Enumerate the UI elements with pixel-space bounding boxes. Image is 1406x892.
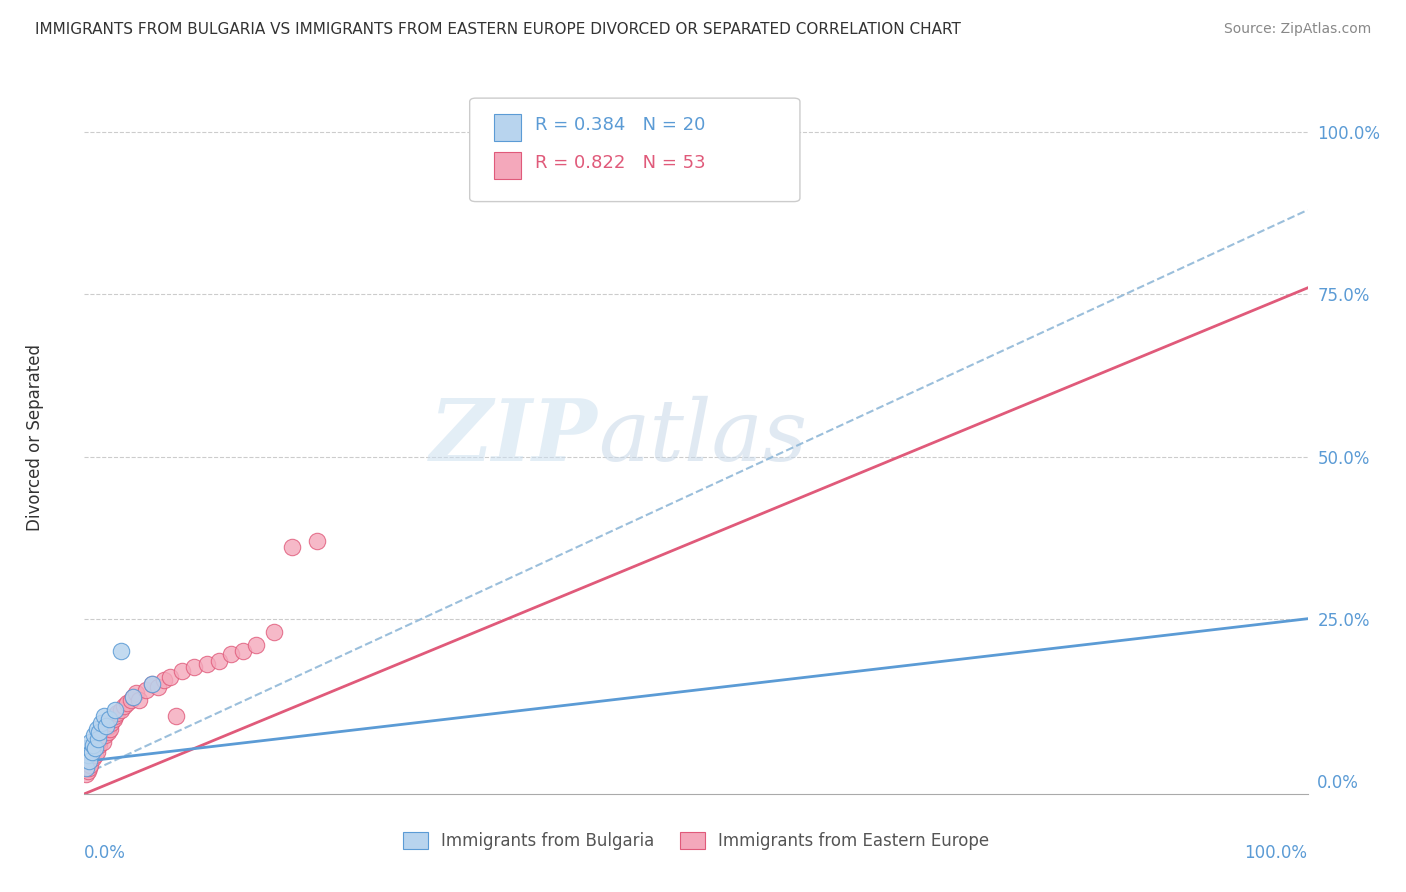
- Point: [89, 731, 111, 746]
- Point: [122, 690, 145, 704]
- Point: [86, 738, 108, 752]
- Point: [77, 755, 100, 769]
- Point: [305, 533, 328, 548]
- Point: [82, 751, 104, 765]
- Point: [84, 741, 107, 756]
- Point: [77, 747, 100, 762]
- Point: [86, 745, 108, 759]
- Point: [83, 729, 105, 743]
- Point: [91, 735, 114, 749]
- Point: [90, 715, 112, 730]
- Point: [90, 729, 112, 743]
- Point: [165, 709, 187, 723]
- Point: [105, 706, 128, 720]
- Point: [141, 676, 163, 690]
- Point: [110, 702, 132, 716]
- Point: [96, 719, 118, 733]
- Point: [87, 725, 110, 739]
- Point: [104, 702, 127, 716]
- Point: [94, 729, 117, 743]
- Point: [112, 699, 135, 714]
- Point: [153, 673, 176, 688]
- Point: [281, 541, 304, 555]
- Point: [87, 738, 110, 752]
- Point: [159, 670, 181, 684]
- Point: [208, 654, 231, 668]
- Text: Divorced or Separated: Divorced or Separated: [27, 343, 45, 531]
- FancyBboxPatch shape: [494, 114, 522, 141]
- Point: [232, 644, 254, 658]
- Point: [122, 690, 145, 704]
- Point: [75, 761, 97, 775]
- Point: [84, 747, 107, 762]
- Point: [77, 757, 100, 772]
- Point: [172, 664, 194, 678]
- Point: [97, 719, 120, 733]
- Point: [97, 712, 120, 726]
- Point: [82, 738, 104, 752]
- Point: [93, 725, 115, 739]
- FancyBboxPatch shape: [494, 152, 522, 178]
- Point: [80, 747, 103, 762]
- Point: [135, 683, 157, 698]
- Point: [76, 761, 98, 775]
- Text: 100.0%: 100.0%: [1244, 844, 1308, 862]
- Point: [115, 696, 138, 710]
- Point: [263, 624, 285, 639]
- Text: 0.0%: 0.0%: [84, 844, 127, 862]
- Point: [104, 709, 127, 723]
- Point: [93, 709, 115, 723]
- Point: [128, 693, 150, 707]
- Text: R = 0.384   N = 20: R = 0.384 N = 20: [534, 116, 704, 134]
- Legend: Immigrants from Bulgaria, Immigrants from Eastern Europe: Immigrants from Bulgaria, Immigrants fro…: [396, 825, 995, 857]
- Text: ZIP: ZIP: [430, 395, 598, 479]
- Point: [87, 731, 110, 746]
- Point: [86, 722, 108, 736]
- Point: [87, 735, 110, 749]
- Text: R = 0.822   N = 53: R = 0.822 N = 53: [534, 154, 706, 172]
- Point: [77, 764, 100, 779]
- Point: [79, 735, 101, 749]
- Point: [80, 745, 103, 759]
- Point: [79, 757, 101, 772]
- Text: Source: ZipAtlas.com: Source: ZipAtlas.com: [1223, 22, 1371, 37]
- Point: [98, 722, 121, 736]
- Point: [125, 686, 148, 700]
- Point: [82, 745, 104, 759]
- FancyBboxPatch shape: [470, 98, 800, 202]
- Point: [103, 712, 125, 726]
- Point: [83, 741, 105, 756]
- Point: [146, 680, 169, 694]
- Point: [219, 648, 242, 662]
- Point: [77, 755, 100, 769]
- Point: [141, 676, 163, 690]
- Point: [77, 761, 100, 775]
- Point: [120, 693, 142, 707]
- Text: IMMIGRANTS FROM BULGARIA VS IMMIGRANTS FROM EASTERN EUROPE DIVORCED OR SEPARATED: IMMIGRANTS FROM BULGARIA VS IMMIGRANTS F…: [35, 22, 962, 37]
- Text: atlas: atlas: [598, 396, 807, 478]
- Point: [96, 722, 118, 736]
- Point: [75, 767, 97, 781]
- Point: [183, 660, 205, 674]
- Point: [97, 725, 120, 739]
- Point: [100, 715, 122, 730]
- Point: [76, 741, 98, 756]
- Point: [245, 638, 267, 652]
- Point: [79, 751, 101, 765]
- Point: [110, 644, 132, 658]
- Point: [195, 657, 218, 672]
